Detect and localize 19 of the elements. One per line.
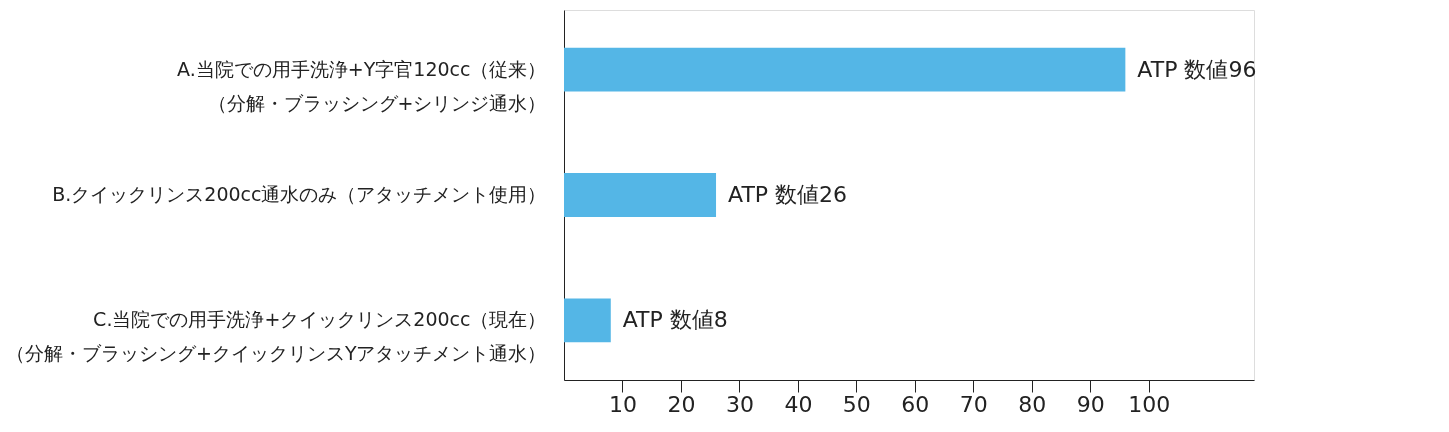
bar	[564, 298, 611, 343]
x-tick-label: 80	[1018, 391, 1047, 417]
x-tick-label: 40	[784, 391, 813, 417]
x-tick-label: 30	[725, 391, 754, 417]
y-tick-label: B.クイックリンス200cc通水のみ（アタッチメント使用）	[52, 183, 547, 205]
x-tick-label: 60	[901, 391, 930, 417]
x-tick-label: 20	[667, 391, 696, 417]
data-label: ATP 数値26	[728, 182, 848, 207]
data-label: ATP 数値8	[622, 307, 728, 333]
y-tick-label: A.当院での用手洗浄+Y字官120cc（従来）（分解・ブラッシング+シリンジ通水）	[177, 57, 547, 114]
y-tick-label: C.当院での用手洗浄+クイックリンス200cc（現在）（分解・ブラッシング+クイックリンスYアタッチメント通水）	[5, 308, 547, 365]
x-tick-label: 10	[608, 391, 637, 417]
x-tick-label: 90	[1076, 391, 1105, 417]
bar	[564, 173, 717, 217]
bar	[564, 47, 1126, 92]
x-tick-label: 100	[1128, 391, 1171, 417]
x-tick-label: 50	[842, 391, 871, 417]
data-label: ATP 数値96	[1137, 56, 1257, 82]
x-tick-label: 70	[959, 391, 988, 417]
